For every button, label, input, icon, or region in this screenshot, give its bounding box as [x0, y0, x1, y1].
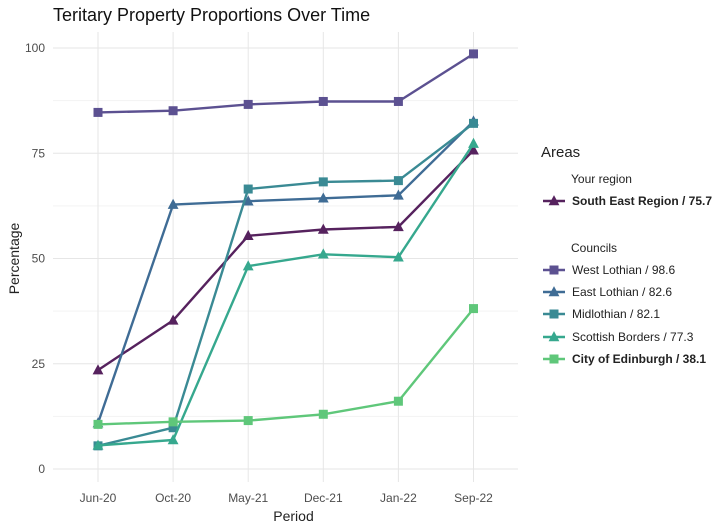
series-west-lothian [93, 49, 478, 117]
series-midlothian [93, 118, 478, 451]
data-point-midlothian [318, 177, 328, 187]
x-tick-label: Jun-20 [80, 491, 117, 505]
y-tick-label: 25 [32, 357, 46, 371]
legend-item-midlothian: Midlothian / 82.1 [541, 305, 716, 323]
data-point-west-lothian [318, 96, 328, 106]
data-point-south-east-region [242, 229, 254, 241]
data-point-city-of-edinburgh [168, 417, 178, 427]
series-line-west-lothian [97, 52, 475, 114]
data-point-west-lothian [469, 49, 478, 59]
data-point-midlothian [243, 184, 253, 194]
legend-key-midlothian [543, 309, 565, 319]
data-point-west-lothian [393, 96, 403, 106]
data-point-east-lothian [242, 195, 254, 206]
legend-item-scottish-borders: Scottish Borders / 77.3 [541, 328, 716, 346]
legend-key-scottish-borders [543, 330, 565, 341]
data-point-west-lothian [168, 106, 178, 116]
legend-heading-region: Your region [571, 172, 632, 186]
legend-label: East Lothian / 82.6 [572, 285, 673, 300]
data-point-east-lothian [393, 189, 404, 200]
series-scottish-borders [92, 137, 479, 450]
data-point-east-lothian [167, 198, 179, 209]
y-tick-label: 50 [32, 252, 46, 266]
data-point-midlothian [469, 118, 478, 128]
legend-label: South East Region / 75.7 [572, 194, 713, 208]
data-point-scottish-borders [393, 251, 404, 262]
data-point-south-east-region [468, 144, 479, 155]
x-axis-label: Period [273, 508, 313, 524]
data-point-south-east-region [393, 221, 404, 232]
legend-key-west-lothian [543, 265, 565, 275]
series-south-east-region [92, 144, 479, 375]
series-line-south-east-region [97, 149, 475, 372]
legend-label: City of Edinburgh / 38.1 [572, 351, 707, 366]
x-tick-label: Oct-20 [155, 491, 191, 505]
data-point-south-east-region [317, 223, 329, 234]
legend-title: Areas [541, 144, 581, 161]
y-axis-label: Percentage [6, 222, 22, 294]
legend-heading-councils: Councils [571, 241, 618, 255]
chart-title: Teritary Property Proportions Over Time [53, 5, 371, 25]
legend-item-west-lothian: West Lothian / 98.6 [541, 261, 716, 279]
legend-key-south-east-region [543, 195, 565, 206]
data-point-city-of-edinburgh [318, 409, 328, 419]
legend-item-south-east-region: South East Region / 75.7 [541, 192, 716, 210]
data-point-city-of-edinburgh [243, 416, 253, 426]
data-point-city-of-edinburgh [93, 419, 103, 429]
legend-marker [549, 354, 559, 364]
x-tick-label: Dec-21 [304, 491, 343, 505]
x-tick-label: May-21 [228, 491, 268, 505]
data-point-midlothian [393, 176, 403, 186]
data-point-scottish-borders [317, 248, 329, 259]
data-point-south-east-region [92, 364, 104, 375]
legend-item-city-of-edinburgh: City of Edinburgh / 38.1 [541, 350, 716, 368]
legend-key-city-of-edinburgh [543, 354, 565, 364]
data-point-city-of-edinburgh [469, 304, 478, 314]
y-tick-label: 0 [38, 462, 45, 476]
legend-label: Midlothian / 82.1 [572, 307, 661, 322]
data-point-city-of-edinburgh [393, 396, 403, 406]
data-point-midlothian [168, 423, 178, 433]
series-line-midlothian [97, 122, 475, 447]
legend-marker [548, 286, 560, 297]
data-point-scottish-borders [242, 260, 254, 271]
series-line-city-of-edinburgh [97, 307, 475, 426]
legend-label: Scottish Borders / 77.3 [572, 329, 694, 344]
series-line-east-lothian [96, 120, 475, 424]
x-tick-label: Sep-22 [454, 491, 493, 505]
series-line-scottish-borders [97, 142, 475, 447]
y-tick-label: 75 [32, 146, 46, 160]
data-point-west-lothian [93, 107, 103, 117]
y-tick-label: 100 [25, 41, 45, 55]
x-tick-label: Jan-22 [380, 491, 417, 505]
data-point-east-lothian [317, 192, 329, 203]
data-point-scottish-borders [92, 439, 104, 450]
legend-marker [549, 265, 559, 275]
data-point-scottish-borders [468, 137, 479, 148]
legend-label: West Lothian / 98.6 [572, 263, 676, 277]
data-point-west-lothian [243, 99, 253, 109]
legend-marker [548, 330, 560, 341]
legend-key-east-lothian [543, 286, 565, 297]
legend-marker [549, 309, 559, 319]
data-point-scottish-borders [167, 434, 179, 445]
legend-marker [548, 195, 560, 206]
legend-item-east-lothian: East Lothian / 82.6 [541, 283, 716, 301]
series-city-of-edinburgh [93, 304, 478, 429]
data-point-south-east-region [167, 314, 179, 325]
